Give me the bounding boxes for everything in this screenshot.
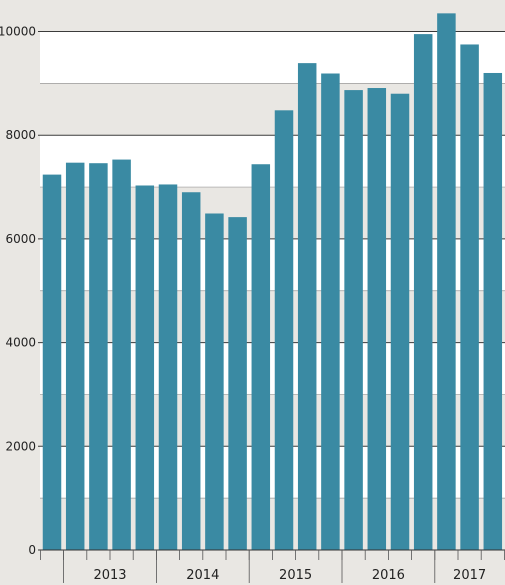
year-label: 2014 bbox=[186, 568, 219, 583]
year-label: 2017 bbox=[453, 568, 486, 583]
bar bbox=[89, 163, 108, 550]
year-label: 2013 bbox=[93, 568, 126, 583]
bar bbox=[205, 213, 224, 550]
bar bbox=[135, 185, 155, 550]
band-light bbox=[40, 135, 505, 188]
bar bbox=[321, 73, 340, 550]
plot-background-bands bbox=[40, 31, 505, 499]
bars bbox=[42, 13, 503, 551]
y-tick-label: 10000 bbox=[0, 25, 36, 39]
bar bbox=[65, 162, 85, 551]
bar bbox=[181, 192, 201, 551]
bar bbox=[344, 90, 363, 550]
bar bbox=[112, 159, 131, 550]
bar bbox=[413, 34, 433, 550]
bar bbox=[297, 63, 317, 550]
y-tick-label: 4000 bbox=[5, 336, 36, 350]
bar bbox=[437, 13, 456, 551]
band-light bbox=[40, 31, 505, 84]
bar bbox=[390, 93, 410, 550]
year-label: 2016 bbox=[372, 568, 405, 583]
y-tick-label: 2000 bbox=[5, 439, 36, 453]
year-label: 2015 bbox=[279, 568, 312, 583]
bar bbox=[274, 110, 294, 550]
y-tick-label: 0 bbox=[28, 543, 36, 557]
bar bbox=[42, 174, 62, 550]
bar bbox=[228, 217, 247, 551]
bar bbox=[251, 164, 271, 550]
band-light bbox=[40, 238, 505, 291]
bar bbox=[158, 184, 178, 550]
bar bbox=[460, 44, 479, 551]
bar bbox=[367, 88, 387, 550]
x-axis: 2013 2014 2015 2016 2017 bbox=[38, 549, 505, 583]
band-light bbox=[40, 342, 505, 395]
y-tick-label: 6000 bbox=[5, 232, 36, 246]
band-light bbox=[40, 446, 505, 499]
y-axis-tick-labels: 0 2000 4000 6000 8000 10000 bbox=[0, 25, 36, 558]
y-tick-label: 8000 bbox=[5, 128, 36, 142]
bar bbox=[483, 72, 503, 550]
